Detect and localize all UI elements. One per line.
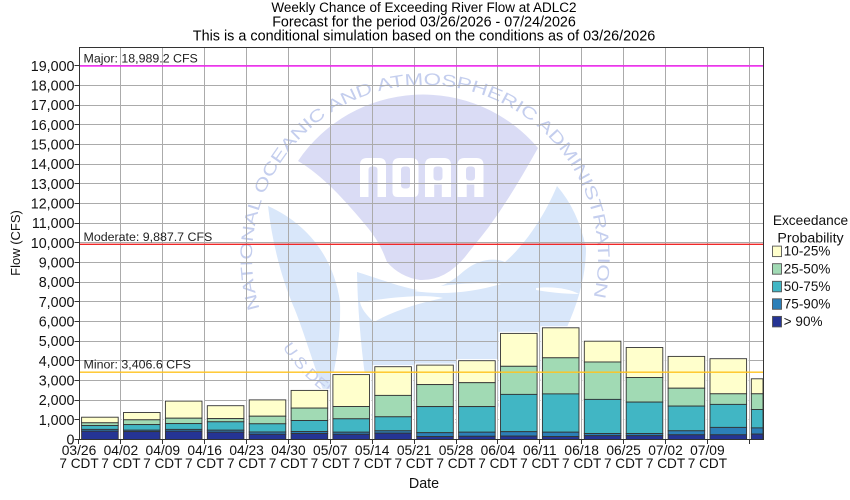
svg-text:Major: 18,989.2 CFS: Major: 18,989.2 CFS: [84, 52, 198, 66]
svg-text:06/25: 06/25: [606, 443, 641, 458]
svg-text:7 CDT: 7 CDT: [311, 456, 350, 471]
svg-text:Exceedance: Exceedance: [773, 213, 848, 228]
svg-text:4,000: 4,000: [39, 354, 75, 370]
svg-text:7 CDT: 7 CDT: [269, 456, 308, 471]
svg-text:7 CDT: 7 CDT: [101, 456, 140, 471]
svg-text:7 CDT: 7 CDT: [353, 456, 392, 471]
svg-text:07/09: 07/09: [690, 443, 725, 458]
svg-text:6,000: 6,000: [39, 315, 75, 331]
svg-text:This is a conditional simulati: This is a conditional simulation based o…: [193, 29, 655, 45]
svg-text:16,000: 16,000: [31, 118, 75, 134]
svg-text:19,000: 19,000: [31, 59, 75, 75]
svg-text:05/07: 05/07: [313, 443, 348, 458]
svg-text:03/26: 03/26: [62, 443, 97, 458]
svg-text:Moderate: 9,887.7 CFS: Moderate: 9,887.7 CFS: [84, 230, 213, 244]
svg-text:7 CDT: 7 CDT: [394, 456, 433, 471]
svg-text:7 CDT: 7 CDT: [59, 456, 98, 471]
svg-text:Weekly Chance of Exceeding Riv: Weekly Chance of Exceeding River Flow at…: [271, 0, 576, 15]
svg-text:7 CDT: 7 CDT: [436, 456, 475, 471]
svg-text:18,000: 18,000: [31, 79, 75, 95]
svg-text:7 CDT: 7 CDT: [604, 456, 643, 471]
svg-text:7 CDT: 7 CDT: [478, 456, 517, 471]
svg-text:10,000: 10,000: [31, 236, 75, 252]
svg-text:75-90%: 75-90%: [784, 296, 831, 311]
svg-text:17,000: 17,000: [31, 98, 75, 114]
svg-text:04/09: 04/09: [146, 443, 181, 458]
svg-text:7 CDT: 7 CDT: [562, 456, 601, 471]
svg-text:12,000: 12,000: [31, 197, 75, 213]
svg-text:05/21: 05/21: [397, 443, 432, 458]
svg-text:7 CDT: 7 CDT: [688, 456, 727, 471]
svg-text:> 90%: > 90%: [784, 314, 823, 329]
svg-text:11,000: 11,000: [32, 216, 75, 232]
svg-text:Probability: Probability: [777, 231, 844, 247]
svg-text:Date: Date: [409, 476, 439, 492]
svg-text:7 CDT: 7 CDT: [185, 456, 224, 471]
svg-text:10-25%: 10-25%: [784, 244, 831, 259]
svg-text:06/18: 06/18: [564, 443, 599, 458]
svg-text:Flow (CFS): Flow (CFS): [8, 210, 23, 276]
svg-text:07/02: 07/02: [648, 443, 683, 458]
svg-text:3,000: 3,000: [39, 374, 75, 390]
svg-text:7 CDT: 7 CDT: [227, 456, 266, 471]
svg-text:05/28: 05/28: [439, 443, 474, 458]
svg-text:0: 0: [67, 433, 75, 449]
svg-text:06/11: 06/11: [523, 443, 557, 458]
svg-text:04/02: 04/02: [104, 443, 139, 458]
svg-text:Minor: 3,406.6 CFS: Minor: 3,406.6 CFS: [84, 358, 191, 372]
svg-text:Forecast for the period 03/26/: Forecast for the period 03/26/2026 - 07/…: [272, 15, 576, 31]
svg-text:13,000: 13,000: [31, 177, 75, 193]
svg-text:7 CDT: 7 CDT: [520, 456, 559, 471]
svg-text:04/30: 04/30: [271, 443, 306, 458]
svg-text:7 CDT: 7 CDT: [646, 456, 685, 471]
svg-text:2,000: 2,000: [39, 393, 75, 409]
svg-text:5,000: 5,000: [39, 334, 75, 350]
svg-text:25-50%: 25-50%: [784, 261, 831, 276]
svg-text:05/14: 05/14: [355, 443, 390, 458]
svg-text:15,000: 15,000: [31, 138, 75, 154]
svg-text:7 CDT: 7 CDT: [143, 456, 182, 471]
svg-text:8,000: 8,000: [39, 275, 75, 291]
svg-text:06/04: 06/04: [481, 443, 516, 458]
svg-text:7,000: 7,000: [39, 295, 75, 311]
svg-text:1,000: 1,000: [39, 413, 75, 429]
svg-text:14,000: 14,000: [31, 157, 75, 173]
svg-text:50-75%: 50-75%: [784, 279, 831, 294]
svg-text:9,000: 9,000: [39, 256, 75, 272]
svg-text:04/16: 04/16: [187, 443, 222, 458]
svg-text:04/23: 04/23: [229, 443, 264, 458]
